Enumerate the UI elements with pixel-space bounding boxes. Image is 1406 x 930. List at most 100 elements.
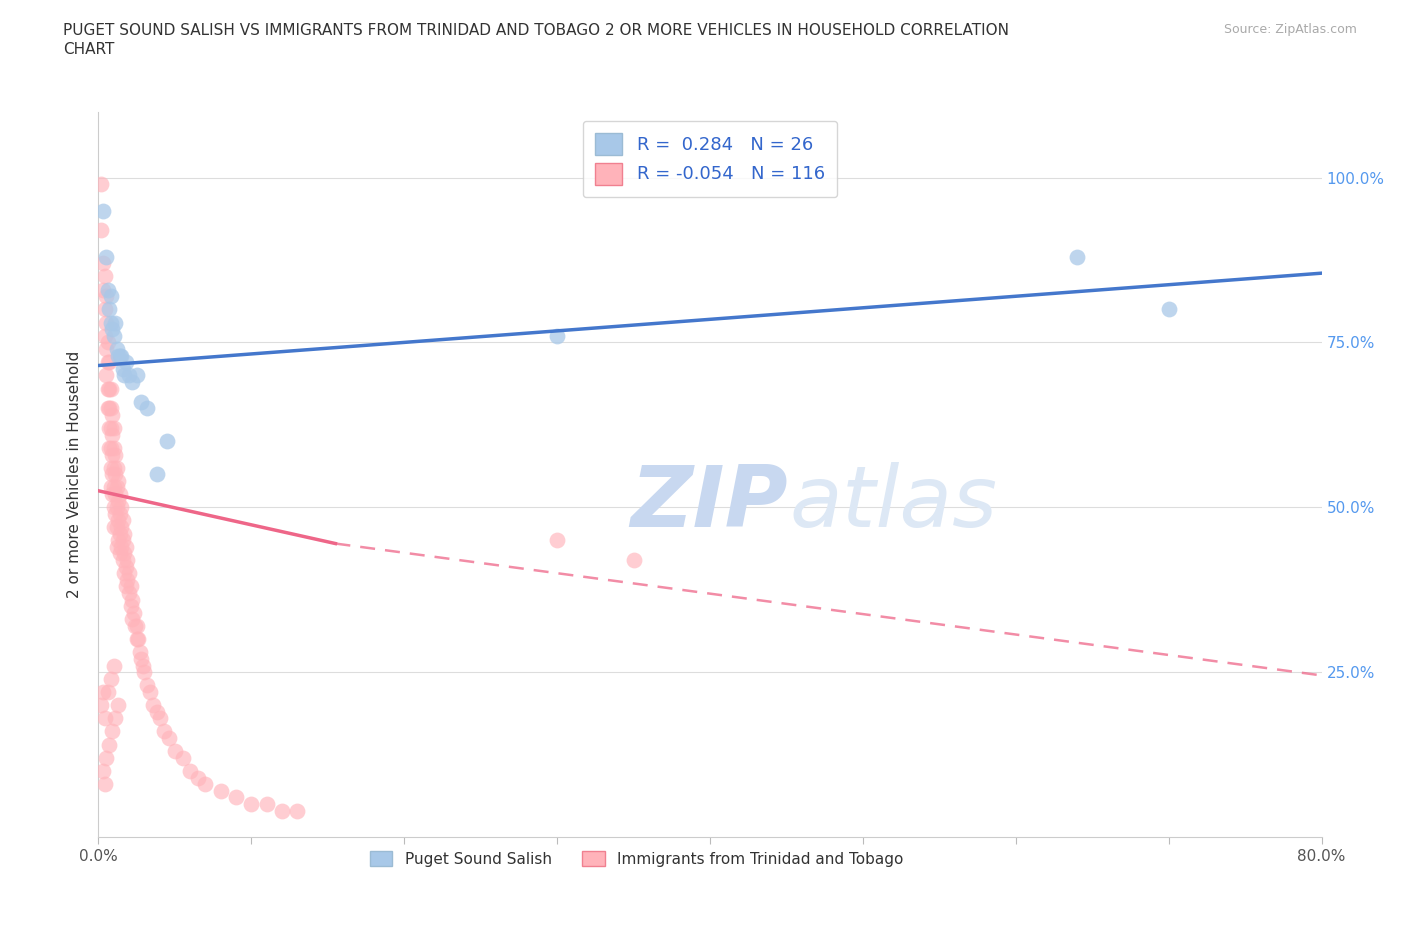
Point [98,441,121,456]
Point [110,348,132,363]
Point [128,644,150,659]
Point [100,315,122,330]
Point [623,552,645,567]
Point [103,328,125,343]
Point [105,480,128,495]
Point [97,282,120,297]
Point [108,348,131,363]
Point [285,804,308,818]
Point [94,249,117,264]
Point [240,797,263,812]
Point [172,751,194,765]
Point [94,315,117,330]
Point [93,269,115,284]
Point [104,467,127,482]
Point [101,427,124,442]
Point [110,499,132,514]
Point [112,565,135,580]
Point [1066,249,1088,264]
Point [105,520,128,535]
Point [94,368,117,383]
Point [104,711,127,725]
Point [94,751,117,765]
Point [97,684,120,699]
Point [145,467,167,482]
Point [546,533,568,548]
Point [153,724,176,739]
Point [117,572,139,587]
Point [91,203,114,218]
Point [121,592,143,607]
Y-axis label: 2 or more Vehicles in Household: 2 or more Vehicles in Household [67,351,83,598]
Point [112,546,135,561]
Point [103,520,125,535]
Point [98,401,121,416]
Point [100,289,122,304]
Point [122,605,145,620]
Point [121,612,143,627]
Point [97,335,120,350]
Point [101,724,124,739]
Point [101,407,124,422]
Point [101,467,124,482]
Point [115,539,138,554]
Point [108,546,131,561]
Point [136,678,159,693]
Point [104,447,127,462]
Text: PUGET SOUND SALISH VS IMMIGRANTS FROM TRINIDAD AND TOBAGO 2 OR MORE VEHICLES IN : PUGET SOUND SALISH VS IMMIGRANTS FROM TR… [63,23,1010,38]
Point [111,533,134,548]
Point [103,460,125,475]
Point [134,665,156,680]
Point [209,783,232,798]
Point [94,341,117,356]
Text: atlas: atlas [790,462,997,545]
Point [125,631,148,646]
Point [103,499,125,514]
Point [163,744,186,759]
Point [115,579,138,594]
Legend: Puget Sound Salish, Immigrants from Trinidad and Tobago: Puget Sound Salish, Immigrants from Trin… [363,844,910,873]
Point [90,223,112,238]
Point [98,420,121,435]
Point [157,731,180,746]
Point [100,480,122,495]
Point [91,764,114,778]
Point [105,539,128,554]
Point [127,631,149,646]
Point [107,493,129,508]
Point [156,434,179,449]
Point [93,302,115,317]
Point [129,652,152,667]
Point [105,499,128,514]
Point [100,441,122,456]
Point [105,460,128,475]
Point [101,486,124,501]
Text: ZIP: ZIP [630,462,789,545]
Point [149,711,172,725]
Point [117,552,139,567]
Point [100,460,122,475]
Point [120,599,142,614]
Point [179,764,201,778]
Point [124,618,146,633]
Point [103,441,125,456]
Point [108,526,131,541]
Point [104,507,127,522]
Point [98,354,121,369]
Text: Source: ZipAtlas.com: Source: ZipAtlas.com [1223,23,1357,36]
Point [100,381,122,396]
Point [125,368,148,383]
Point [1157,302,1180,317]
Point [142,698,165,712]
Point [98,381,121,396]
Point [97,401,120,416]
Point [118,368,141,383]
Point [107,698,129,712]
Point [139,684,162,699]
Point [225,790,247,804]
Point [103,480,125,495]
Point [108,507,131,522]
Point [132,658,155,673]
Point [118,565,141,580]
Point [107,473,129,488]
